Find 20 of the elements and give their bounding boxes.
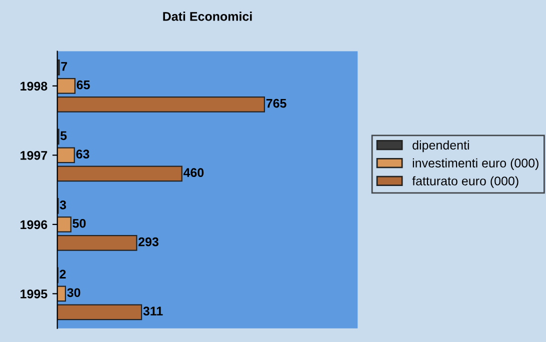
data-label: 293 — [138, 237, 158, 246]
y-tick-label: 1995 — [20, 289, 48, 298]
legend-label: investimenti euro (000) — [412, 158, 538, 170]
y-tick-label: 1998 — [20, 82, 48, 91]
data-label: 765 — [266, 98, 286, 108]
legend-label: dipendenti — [412, 140, 469, 152]
data-label: 3 — [60, 200, 66, 210]
data-label: 311 — [143, 306, 163, 316]
data-label: 2 — [60, 270, 66, 278]
data-label: 65 — [76, 80, 90, 90]
data-label: 30 — [67, 288, 80, 298]
data-label: 5 — [60, 131, 67, 140]
data-label: 50 — [72, 218, 86, 228]
legend-label: fatturato euro (000) — [412, 176, 518, 188]
chart-title: Dati Economici — [163, 12, 252, 21]
y-tick-label: 1997 — [20, 150, 48, 160]
data-label: 460 — [183, 168, 204, 178]
y-tick-label: 1996 — [20, 220, 48, 230]
data-label: 7 — [61, 62, 68, 71]
data-label: 63 — [76, 150, 90, 159]
